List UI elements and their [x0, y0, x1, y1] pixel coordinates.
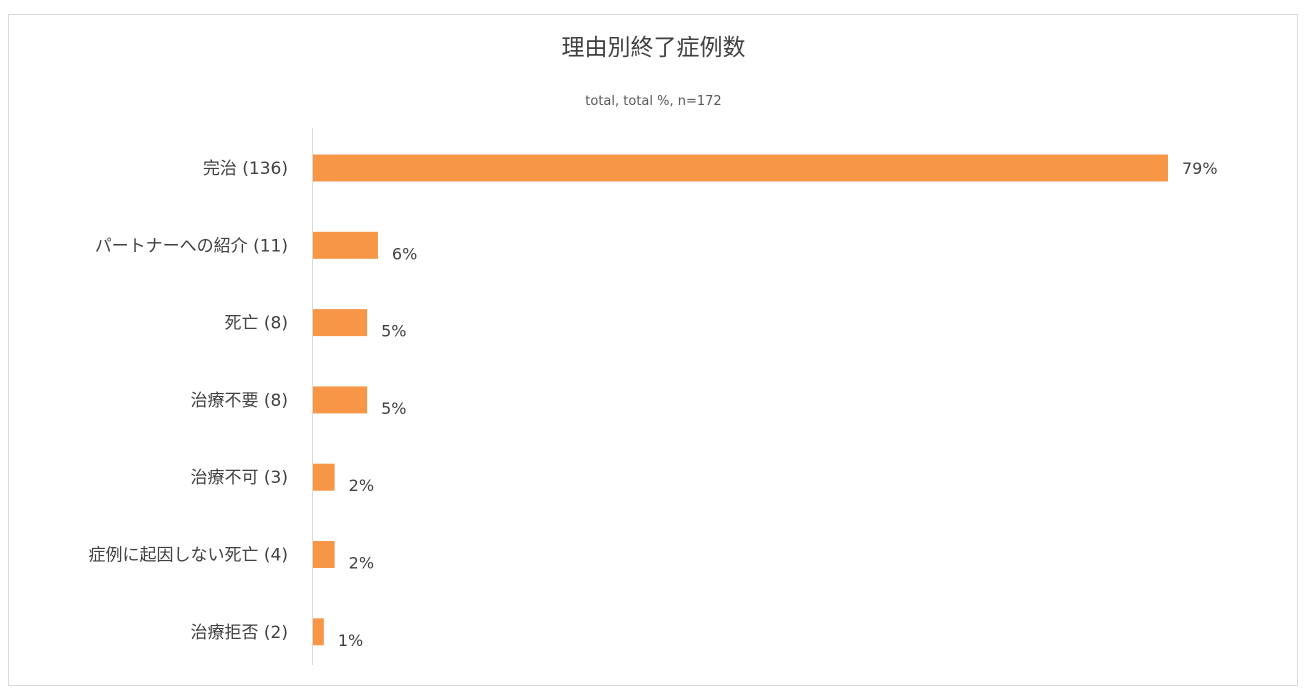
data-label: 79% — [1182, 159, 1218, 178]
data-label: 5% — [381, 322, 406, 341]
bar — [313, 618, 324, 645]
data-label: 2% — [349, 554, 374, 573]
bar — [313, 541, 335, 568]
category-label: 治療不要 (8) — [191, 391, 288, 411]
bar — [313, 232, 378, 259]
category-label: 治療拒否 (2) — [191, 623, 288, 643]
bars-group — [313, 155, 1168, 646]
data-label: 1% — [338, 631, 363, 650]
bar — [313, 386, 367, 413]
category-label: 治療不可 (3) — [191, 468, 288, 488]
bar — [313, 309, 367, 336]
data-label: 6% — [392, 244, 417, 263]
bar — [313, 155, 1168, 182]
category-labels-group: 完治 (136) パートナーへの紹介 (11) 死亡 (8) 治療不要 (8) 治療不可… — [89, 159, 288, 643]
bar — [313, 464, 335, 491]
data-label: 5% — [381, 399, 406, 418]
category-label: 完治 (136) — [203, 159, 288, 179]
category-label: 死亡 (8) — [225, 314, 288, 334]
data-label: 2% — [349, 476, 374, 495]
data-labels-group: 79% 6% 5% 5% 2% 2% 1% — [338, 159, 1218, 650]
category-label: 症例に起因しない死亡 (4) — [89, 546, 288, 566]
category-label: パートナーへの紹介 (11) — [95, 236, 288, 256]
